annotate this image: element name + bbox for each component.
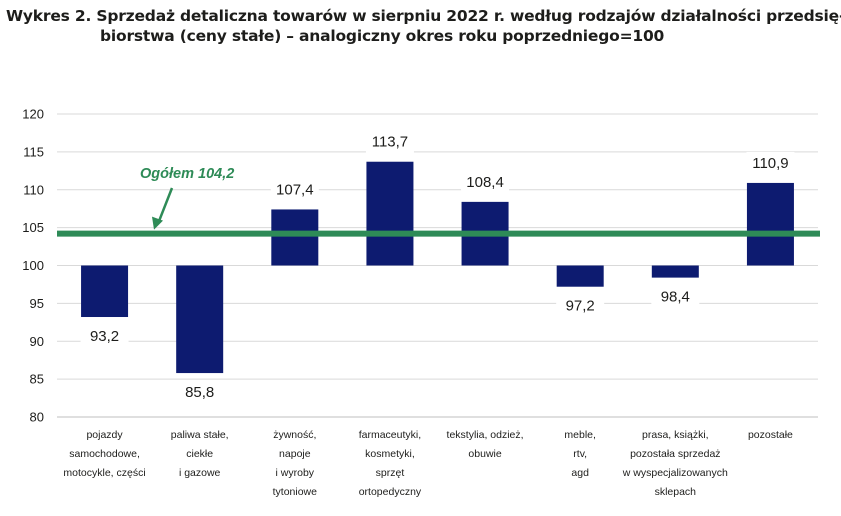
category-label: tytoniowe	[273, 486, 318, 498]
y-tick-label: 100	[22, 258, 44, 273]
chart-title-line-2: biorstwa (ceny stałe) – analogiczny okre…	[100, 27, 665, 45]
data-label: 97,2	[566, 298, 595, 315]
category-label: ortopedyczny	[359, 486, 422, 498]
data-label: 93,2	[90, 328, 119, 345]
category-label: paliwa stałe,	[171, 429, 229, 441]
y-tick-label: 90	[30, 334, 44, 349]
bar	[81, 265, 129, 318]
data-label-background	[461, 170, 510, 193]
bar	[651, 265, 699, 278]
category-label: agd	[571, 467, 589, 479]
reference-arrow-head	[152, 216, 163, 230]
reference-line-label: Ogółem 104,2	[140, 166, 234, 182]
category-label: prasa, książki,	[642, 429, 709, 441]
category-label: w wyspecjalizowanych	[622, 467, 728, 479]
category-label: farmaceutyki,	[359, 429, 421, 441]
reference-arrow-shaft	[156, 187, 174, 225]
data-label-background	[175, 381, 224, 404]
bar	[366, 161, 414, 266]
y-axis-ticks: 120 115 110 105 100 95 90 85 80	[22, 107, 44, 425]
category-label: tekstylia, odzież,	[447, 429, 524, 441]
data-label-background	[365, 130, 414, 153]
y-tick-label: 95	[30, 296, 44, 311]
reference-line-group: Ogółem 104,2	[57, 166, 820, 237]
category-label: napoje	[279, 448, 311, 460]
data-label: 110,9	[752, 155, 788, 172]
category-label: żywność,	[273, 429, 316, 441]
category-label: kosmetyki,	[365, 448, 415, 460]
data-label: 113,7	[372, 134, 408, 151]
data-label-background	[270, 178, 319, 201]
data-label-background	[746, 151, 795, 174]
category-label: obuwie	[468, 448, 501, 460]
gridlines	[57, 113, 818, 418]
category-label: meble,	[564, 429, 596, 441]
chart-title-line-1: Wykres 2. Sprzedaż detaliczna towarów w …	[6, 7, 841, 25]
y-tick-label: 110	[23, 182, 44, 197]
category-label: sprzęt	[376, 467, 405, 479]
y-tick-label: 105	[22, 220, 44, 235]
category-label: pojazdy	[86, 429, 123, 441]
data-label: 107,4	[276, 181, 314, 198]
y-tick-label: 120	[22, 107, 44, 122]
y-tick-label: 115	[23, 144, 44, 159]
category-label: sklepach	[655, 486, 697, 498]
y-tick-label: 85	[30, 372, 44, 387]
data-labels: 93,2 85,8 107,4 113,7 108,4 97,2 98,4 110,9	[80, 130, 795, 404]
category-label: i wyroby	[276, 467, 315, 479]
data-label-background	[80, 325, 129, 348]
data-label-background	[556, 294, 605, 317]
category-label: i gazowe	[179, 467, 221, 479]
category-label: pozostałe	[748, 429, 793, 441]
category-label: motocykle, części	[63, 467, 145, 479]
data-label: 108,4	[466, 174, 504, 191]
bar	[556, 265, 604, 287]
category-label: ciekłe	[186, 448, 213, 460]
y-tick-label: 80	[30, 410, 44, 425]
bars	[81, 161, 794, 374]
category-label: rtv,	[573, 448, 587, 460]
data-label: 98,4	[661, 289, 690, 306]
category-labels: pojazdy samochodowe, motocykle, części pali…	[63, 429, 793, 498]
data-label: 85,8	[185, 384, 214, 401]
category-label: samochodowe,	[69, 448, 140, 460]
data-label-background	[651, 285, 700, 308]
bar	[176, 265, 224, 374]
bar	[746, 182, 794, 266]
chart-title: Wykres 2. Sprzedaż detaliczna towarów w …	[6, 6, 841, 46]
bar	[271, 209, 319, 266]
category-label: pozostała sprzedaż	[630, 448, 720, 460]
